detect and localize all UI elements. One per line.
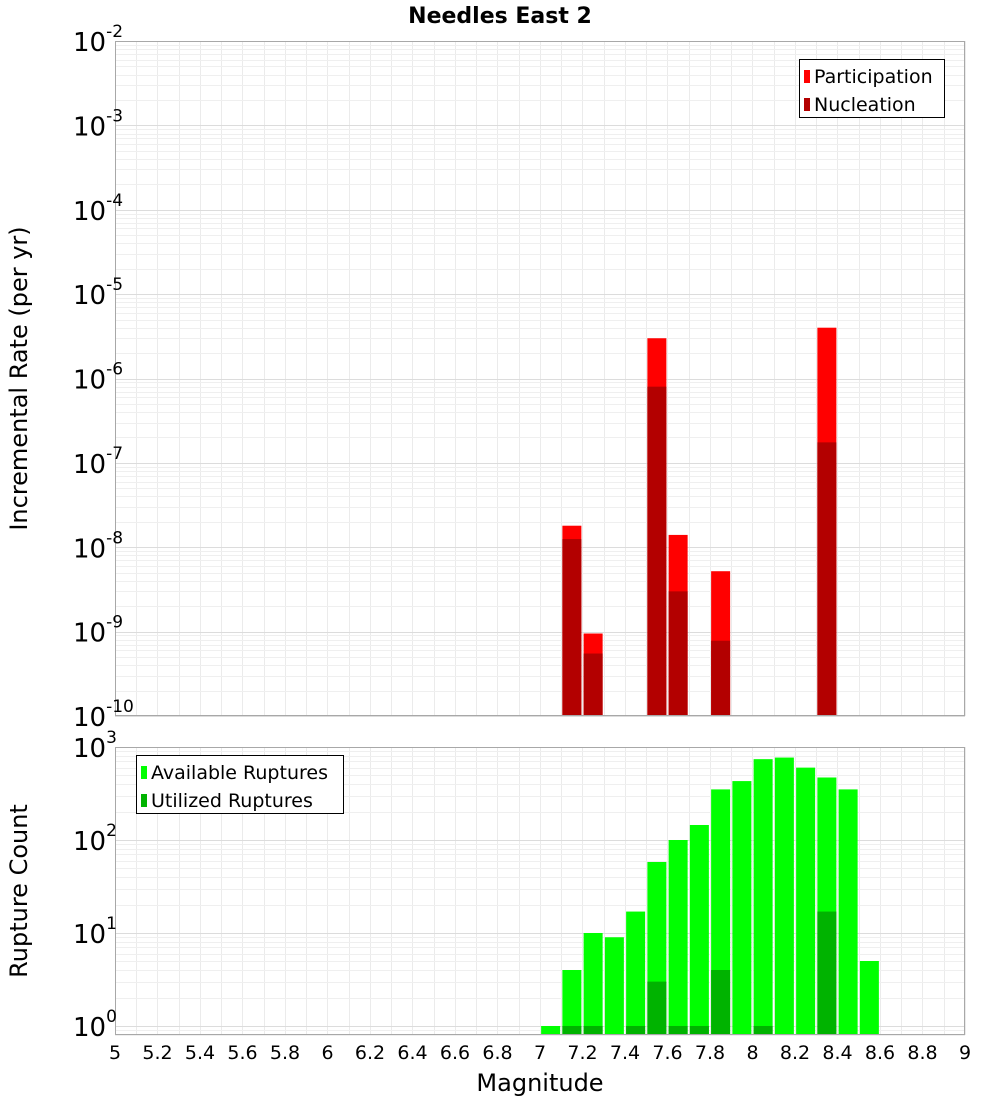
count-bar-available-ruptures xyxy=(541,1025,561,1035)
y-tick-label: 10-2 xyxy=(73,22,123,58)
count-bar-available-ruptures xyxy=(732,781,752,1035)
y-tick-label: 10-4 xyxy=(73,191,123,227)
x-tick-label: 8.8 xyxy=(907,1042,937,1064)
x-tick-label: 7.4 xyxy=(610,1042,640,1064)
rate-bar-nucleation xyxy=(583,653,603,716)
count-bar-available-ruptures xyxy=(838,789,858,1035)
rate-bar-nucleation xyxy=(647,386,667,716)
legend-label: Utilized Ruptures xyxy=(151,790,313,812)
legend-swatch xyxy=(141,766,147,779)
count-plot-border xyxy=(115,747,965,1035)
x-tick-label: 7 xyxy=(534,1042,546,1064)
count-legend: Available Ruptures Utilized Ruptures xyxy=(136,755,344,814)
x-tick-label: 5.8 xyxy=(270,1042,300,1064)
chart-title: Needles East 2 xyxy=(408,4,592,29)
count-bar-utilized-ruptures xyxy=(562,1025,582,1035)
legend-box xyxy=(136,755,344,814)
y-tick-label: 10-7 xyxy=(73,444,123,480)
count-bar-available-ruptures xyxy=(796,767,816,1035)
x-tick-label: 6.4 xyxy=(397,1042,427,1064)
rate-bar-nucleation xyxy=(817,442,837,716)
magnitude-x-axis-title: Magnitude xyxy=(476,1069,603,1097)
legend-label: Nucleation xyxy=(814,94,916,116)
count-bar-utilized-ruptures xyxy=(583,1025,603,1035)
legend-swatch xyxy=(804,70,810,83)
x-tick-label: 8.6 xyxy=(865,1042,895,1064)
y-tick-label: 103 xyxy=(73,728,117,764)
rate-legend: Participation Nucleation xyxy=(799,59,945,118)
x-tick-label: 5.4 xyxy=(185,1042,215,1064)
count-bar-available-ruptures xyxy=(753,759,773,1035)
x-tick-label: 8 xyxy=(746,1042,758,1064)
y-tick-label: 10-5 xyxy=(73,275,123,311)
x-tick-label: 8.4 xyxy=(822,1042,852,1064)
count-bar-available-ruptures xyxy=(604,937,624,1035)
legend-label: Available Ruptures xyxy=(151,762,328,784)
x-tick-label: 7.6 xyxy=(652,1042,682,1064)
y-tick-label: 10-8 xyxy=(73,528,123,564)
count-bar-utilized-ruptures xyxy=(817,911,837,1035)
legend-swatch xyxy=(141,794,147,807)
x-tick-label: 7.8 xyxy=(695,1042,725,1064)
rate-plot-border xyxy=(115,41,965,716)
legend-swatch xyxy=(804,98,810,111)
x-tick-label: 9 xyxy=(959,1042,971,1064)
count-bar-utilized-ruptures xyxy=(753,1025,773,1035)
rate-panel: 10-10 10-9 10-8 10-7 10-6 10-5 10-4 10-3 10-2 In… xyxy=(5,22,966,733)
magnitude-x-tick-labels: 5 5.2 5.4 5.6 5.8 6 6.2 6.4 6.6 6.8 7 7.2 7.4 7.6 7.8 8… xyxy=(109,1042,971,1064)
y-tick-label: 10-3 xyxy=(73,106,123,142)
count-bar-available-ruptures xyxy=(583,932,603,1035)
count-bar-utilized-ruptures xyxy=(626,1025,646,1035)
x-tick-label: 6.8 xyxy=(482,1042,512,1064)
y-tick-label: 100 xyxy=(73,1007,117,1043)
x-tick-label: 7.2 xyxy=(567,1042,597,1064)
count-bar-available-ruptures xyxy=(859,960,879,1035)
x-tick-label: 6 xyxy=(321,1042,333,1064)
x-tick-label: 8.2 xyxy=(780,1042,810,1064)
count-bar-utilized-ruptures xyxy=(647,981,667,1035)
count-bar-available-ruptures xyxy=(668,839,688,1035)
y-tick-label: 101 xyxy=(73,914,117,950)
y-tick-label: 10-9 xyxy=(73,613,123,649)
count-bar-available-ruptures xyxy=(626,911,646,1035)
count-bars xyxy=(541,757,879,1035)
x-tick-label: 5 xyxy=(109,1042,121,1064)
y-tick-label: 10-6 xyxy=(73,360,123,396)
count-bar-utilized-ruptures xyxy=(689,1025,709,1035)
count-bar-available-ruptures xyxy=(689,824,709,1035)
y-tick-label: 102 xyxy=(73,821,117,857)
x-tick-label: 5.6 xyxy=(227,1042,257,1064)
rate-bars xyxy=(562,327,837,716)
x-tick-label: 6.2 xyxy=(355,1042,385,1064)
count-bar-utilized-ruptures xyxy=(668,1025,688,1035)
legend-label: Participation xyxy=(814,66,933,88)
rate-gridlines xyxy=(115,41,966,717)
rate-bar-nucleation xyxy=(562,539,582,716)
rate-y-tick-labels: 10-10 10-9 10-8 10-7 10-6 10-5 10-4 10-3 10-2 xyxy=(73,22,134,733)
x-tick-label: 6.6 xyxy=(440,1042,470,1064)
count-y-tick-labels: 100 101 102 103 xyxy=(73,728,117,1043)
count-bar-available-ruptures xyxy=(562,969,582,1035)
count-bar-available-ruptures xyxy=(774,757,794,1035)
legend-box xyxy=(799,59,945,118)
rate-y-axis-title: Incremental Rate (per yr) xyxy=(5,226,33,530)
rate-bar-nucleation xyxy=(668,591,688,716)
rate-bar-nucleation xyxy=(711,640,731,716)
count-y-axis-title: Rupture Count xyxy=(5,804,33,978)
x-tick-label: 5.2 xyxy=(142,1042,172,1064)
y-tick-label: 10-10 xyxy=(73,697,134,733)
count-bar-utilized-ruptures xyxy=(711,969,731,1035)
count-panel: 100 101 102 103 5 5.2 5.4 5.6 5.8 6 6.2 6.4 6.6 6.8 7… xyxy=(5,728,971,1097)
